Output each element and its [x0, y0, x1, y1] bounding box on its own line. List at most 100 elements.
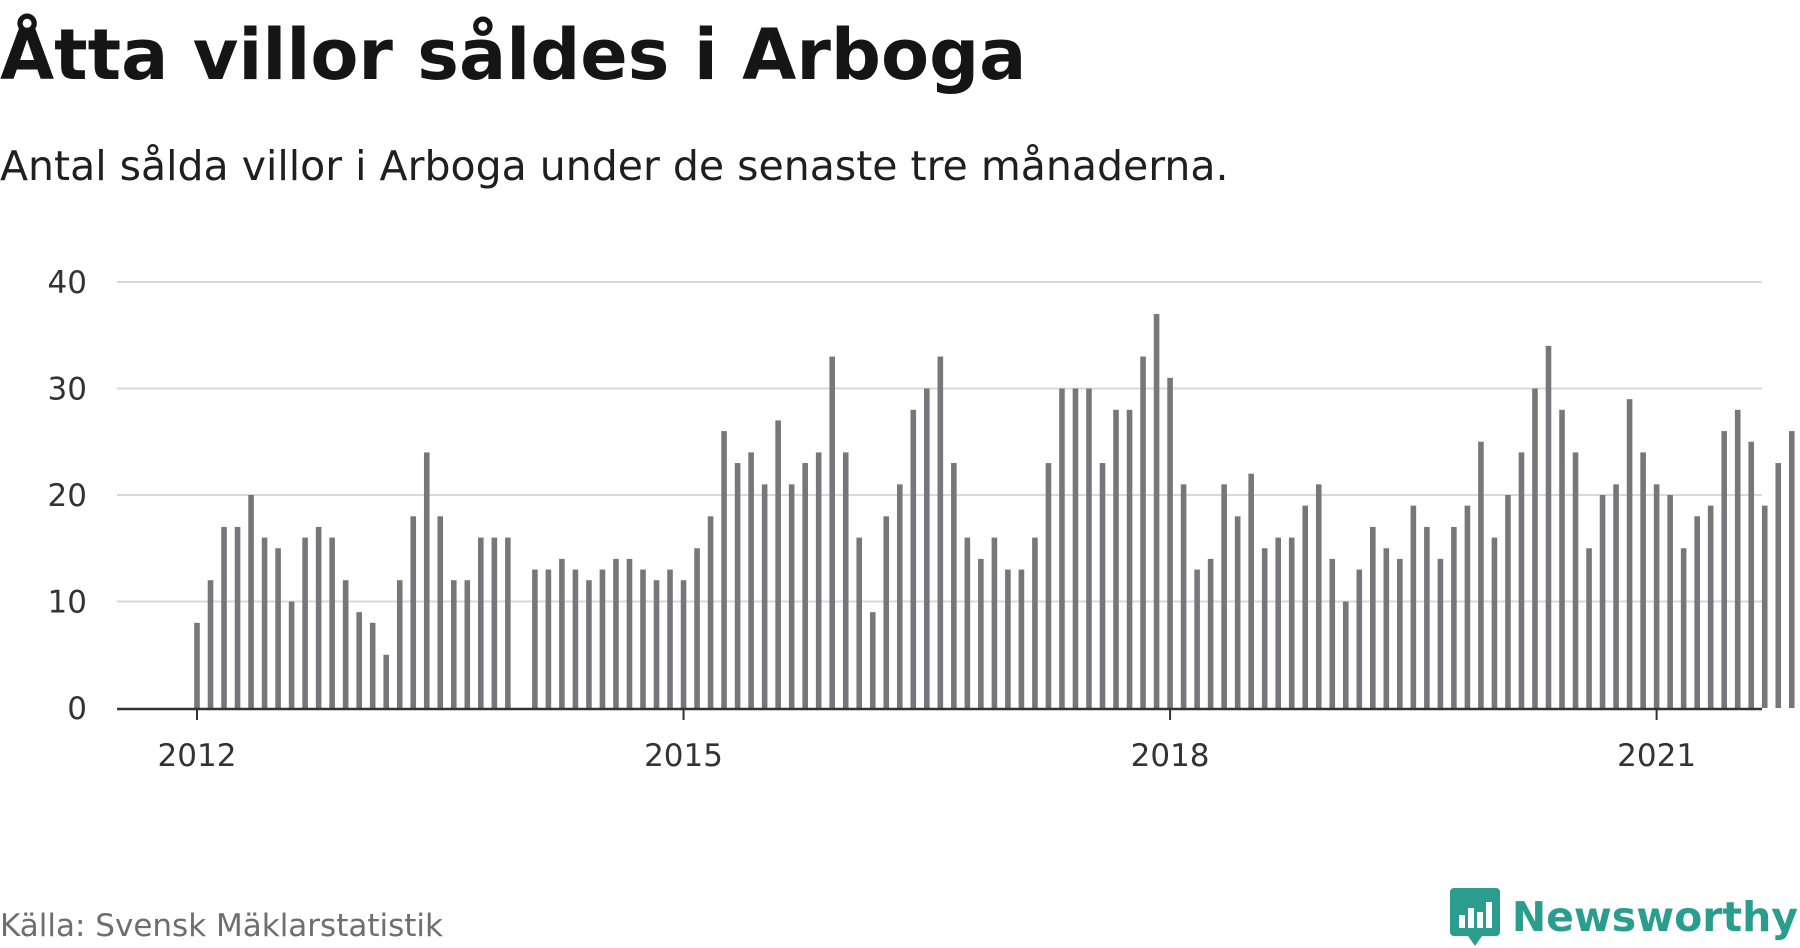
bar: [410, 516, 417, 708]
y-axis-tick-labels: 0 10 20 30 40: [48, 265, 87, 727]
bar: [1329, 558, 1336, 708]
chart-title: Åtta villor såldes i Arboga: [0, 14, 1027, 96]
bar: [896, 484, 903, 708]
bar: [491, 537, 498, 708]
bar: [1653, 484, 1660, 708]
bar: [1707, 505, 1714, 708]
bar: [1059, 388, 1065, 708]
bar: [1167, 377, 1173, 708]
bars: [194, 313, 1795, 708]
bar: [1072, 388, 1079, 708]
bar: [545, 569, 552, 708]
bar: [856, 537, 863, 708]
newsworthy-logo-icon: [1449, 888, 1500, 946]
bar: [1586, 548, 1592, 708]
bar: [1383, 548, 1390, 708]
bar: [626, 558, 633, 708]
bar: [788, 484, 795, 708]
bar: [707, 516, 714, 708]
x-tick-label: 2015: [644, 738, 723, 774]
bar: [775, 420, 781, 708]
bar: [815, 452, 822, 708]
bar: [1626, 399, 1633, 708]
brand-logo: Newsworthy: [1449, 888, 1798, 946]
bar: [248, 495, 254, 708]
bar: [315, 526, 322, 708]
bar: [1545, 345, 1552, 708]
bar: [613, 558, 619, 708]
x-tick-label: 2018: [1131, 738, 1210, 774]
bar: [1491, 537, 1498, 708]
bar: [1397, 558, 1403, 708]
bar: [478, 537, 484, 708]
bar: [342, 580, 349, 708]
bar: [1761, 505, 1768, 708]
bar: [1694, 516, 1700, 708]
bar: [1356, 569, 1363, 708]
bar: [1478, 441, 1484, 708]
bar: [1599, 495, 1606, 708]
bar: [1045, 463, 1052, 708]
y-tick-label: 40: [48, 265, 87, 301]
bar: [1261, 548, 1268, 708]
chart-subtitle: Antal sålda villor i Arboga under de sen…: [0, 142, 1229, 190]
bar: [586, 580, 592, 708]
bar: [194, 622, 200, 708]
bar: [356, 612, 362, 708]
bar: [1180, 484, 1187, 708]
bar: [1613, 484, 1619, 708]
bar: [505, 537, 511, 708]
bar: [1680, 548, 1687, 708]
bar: [450, 580, 457, 708]
bar: [1140, 356, 1146, 708]
bar: [640, 569, 646, 708]
bar: [1005, 569, 1011, 708]
bar: [1086, 388, 1092, 708]
bar: [396, 580, 403, 708]
bar: [694, 548, 700, 708]
bar: [721, 431, 727, 708]
bar: [964, 537, 971, 708]
bar: [1572, 452, 1579, 708]
bar: [234, 526, 241, 708]
bar: [802, 463, 808, 708]
bar: [329, 537, 335, 708]
bar: [937, 356, 944, 708]
bar: [532, 569, 538, 708]
bar: [1424, 526, 1430, 708]
bar: [1721, 431, 1727, 708]
bar: [1505, 495, 1511, 708]
bar: [1775, 463, 1782, 708]
bar: [1018, 569, 1025, 708]
bar: [1302, 505, 1309, 708]
bar: [437, 516, 444, 708]
bar: [599, 569, 606, 708]
bar: [1464, 505, 1471, 708]
bar: [1248, 473, 1254, 708]
bar: [302, 537, 308, 708]
bar: [951, 463, 957, 708]
bar: [1437, 558, 1444, 708]
bar: [383, 654, 390, 708]
x-axis-tick-labels: 20122015201820212023: [158, 738, 1697, 774]
bar: [1207, 558, 1214, 708]
bar: [924, 388, 930, 708]
y-tick-label: 20: [48, 478, 87, 514]
bar: [1126, 409, 1133, 708]
bar: [1194, 569, 1200, 708]
bar: [275, 548, 281, 708]
bar: [1275, 537, 1281, 708]
bar: [653, 580, 660, 708]
bar: [559, 558, 565, 708]
bar: [1370, 526, 1376, 708]
bar: [1532, 388, 1538, 708]
bar: [464, 580, 471, 708]
bar: [423, 452, 430, 708]
source-note: Källa: Svensk Mäklarstatistik: [0, 908, 443, 944]
bar: [1734, 409, 1741, 708]
x-tick-label: 2012: [158, 738, 237, 774]
bar: [221, 526, 227, 708]
bar: [1788, 431, 1795, 708]
bar: [991, 537, 998, 708]
bar: [572, 569, 579, 708]
